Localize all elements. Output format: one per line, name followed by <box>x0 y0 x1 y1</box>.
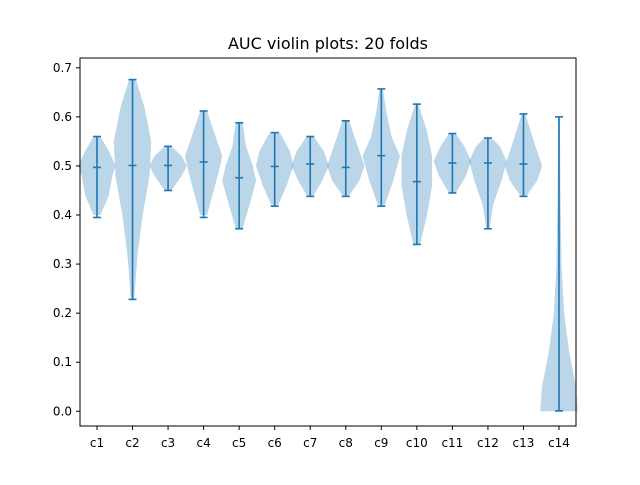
x-tick-label-c2: c2 <box>125 436 139 450</box>
violin-c8 <box>327 120 365 198</box>
plot-frame <box>79 57 577 427</box>
violin-c6 <box>256 131 294 207</box>
violin-c5 <box>222 121 257 230</box>
violin-c14 <box>540 116 578 412</box>
x-tick-label-c11: c11 <box>441 436 463 450</box>
x-tick-label-c8: c8 <box>339 436 353 450</box>
violin-c3 <box>149 145 187 192</box>
x-tick-label-c4: c4 <box>196 436 210 450</box>
x-tick-label-c12: c12 <box>477 436 499 450</box>
violin-c1 <box>78 135 116 219</box>
violin-c7 <box>291 135 329 198</box>
y-tick-label: 0.2 <box>53 306 72 320</box>
axes-layer: 0.0 0.1 0.2 0.3 0.4 0.5 0.6 0.7 c1 c2 c3 c4 c5 c6 c7 c8… <box>53 57 577 450</box>
violin-c11 <box>433 132 472 194</box>
violin-c12 <box>469 137 507 230</box>
violin-c4 <box>184 110 223 219</box>
y-tick-label: 0.7 <box>53 61 72 75</box>
chart-title: AUC violin plots: 20 folds <box>228 34 428 53</box>
violins-layer <box>78 78 578 412</box>
x-tick-label-c9: c9 <box>374 436 388 450</box>
violin-c10 <box>401 103 433 246</box>
x-tick-label-c10: c10 <box>406 436 428 450</box>
y-tick-label: 0.0 <box>53 404 72 418</box>
violin-c2 <box>113 78 152 301</box>
x-tick-label-c13: c13 <box>513 436 535 450</box>
y-tick-label: 0.4 <box>53 208 72 222</box>
x-tick-label-c14: c14 <box>548 436 570 450</box>
y-tick-label: 0.6 <box>53 110 72 124</box>
x-tick-label-c1: c1 <box>90 436 104 450</box>
violin-c9 <box>362 88 400 207</box>
x-tick-label-c6: c6 <box>268 436 282 450</box>
y-tick-label: 0.3 <box>53 257 72 271</box>
y-tick-label: 0.1 <box>53 355 72 369</box>
x-tick-label-c5: c5 <box>232 436 246 450</box>
violin-c13 <box>504 113 543 198</box>
y-tick-label: 0.5 <box>53 159 72 173</box>
x-tick-label-c3: c3 <box>161 436 175 450</box>
x-tick-label-c7: c7 <box>303 436 317 450</box>
